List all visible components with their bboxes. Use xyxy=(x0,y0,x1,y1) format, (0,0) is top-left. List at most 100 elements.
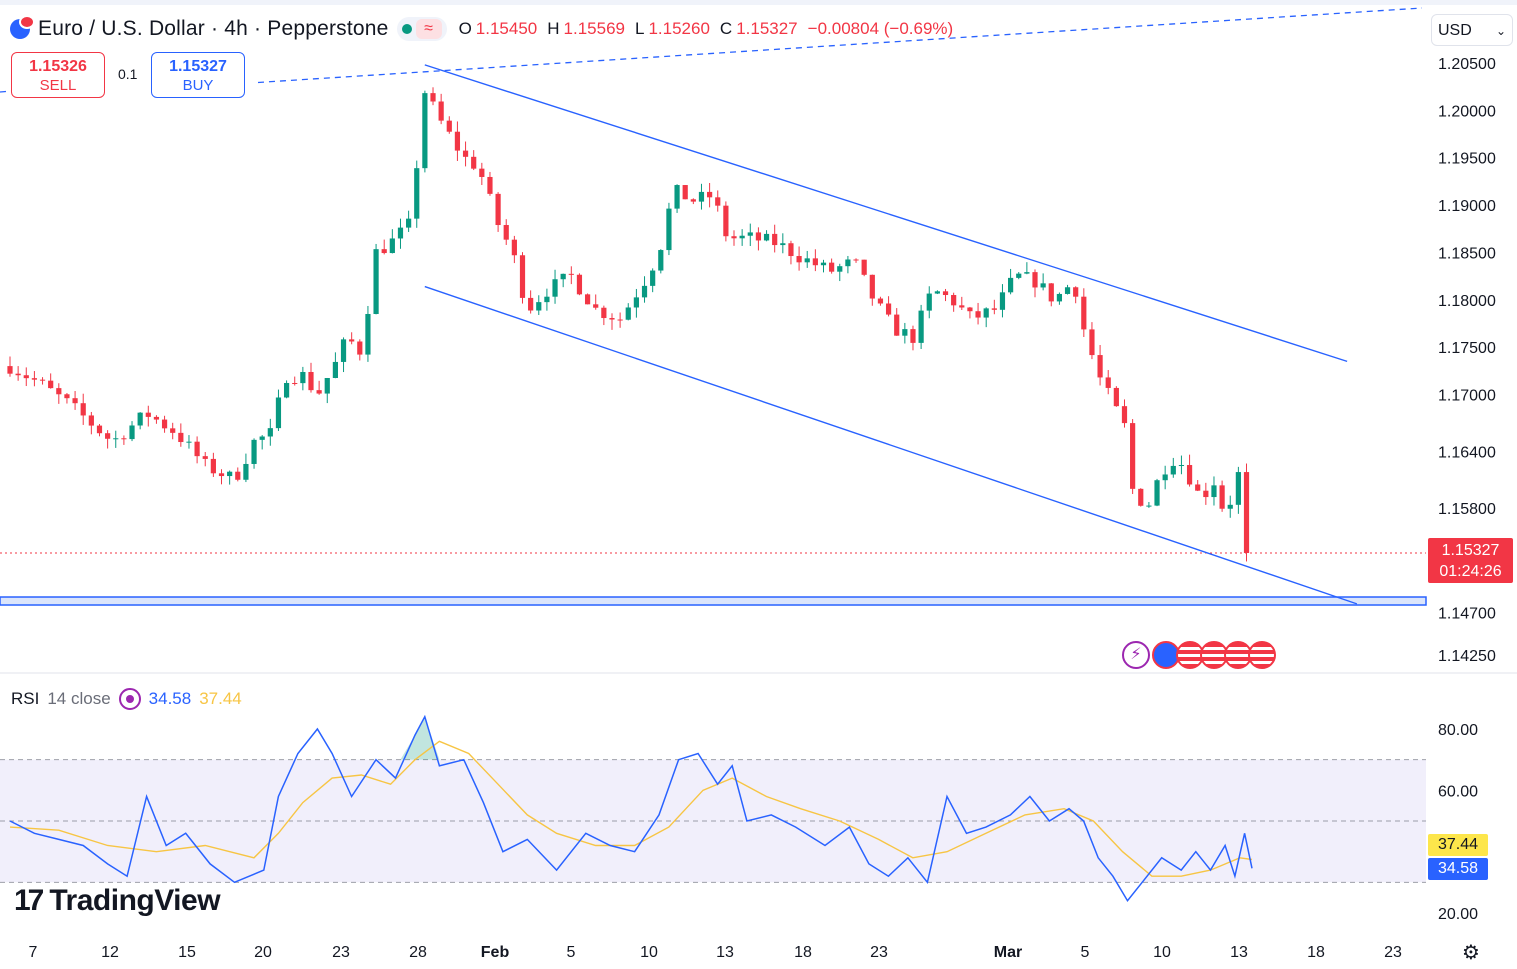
candle-body[interactable] xyxy=(739,235,745,239)
candle-body[interactable] xyxy=(584,294,591,305)
candle-body[interactable] xyxy=(1154,480,1160,506)
candle-body[interactable] xyxy=(804,258,810,263)
candle-body[interactable] xyxy=(113,438,119,440)
candle-body[interactable] xyxy=(275,397,282,429)
candle-body[interactable] xyxy=(560,273,566,280)
candle-body[interactable] xyxy=(536,302,542,311)
candle-body[interactable] xyxy=(121,438,127,440)
candle-body[interactable] xyxy=(446,120,452,132)
candle-body[interactable] xyxy=(1235,472,1241,505)
candle-body[interactable] xyxy=(332,361,338,378)
candle-body[interactable] xyxy=(454,131,461,151)
candle-body[interactable] xyxy=(1186,465,1193,485)
candle-body[interactable] xyxy=(1008,277,1014,293)
candle-body[interactable] xyxy=(503,225,509,240)
candle-body[interactable] xyxy=(1243,472,1250,553)
candle-body[interactable] xyxy=(975,311,981,318)
candle-body[interactable] xyxy=(820,262,827,266)
candle-body[interactable] xyxy=(845,259,851,267)
dashed-trendline[interactable] xyxy=(257,7,1423,84)
candle-body[interactable] xyxy=(471,156,477,169)
price-pane[interactable] xyxy=(0,7,1427,606)
candle-body[interactable] xyxy=(747,232,753,236)
candle-body[interactable] xyxy=(161,419,168,429)
candle-body[interactable] xyxy=(7,366,13,374)
candle-body[interactable] xyxy=(528,297,534,311)
candle-body[interactable] xyxy=(96,425,103,434)
candle-body[interactable] xyxy=(1032,272,1038,288)
rsi-legend[interactable]: RSI 14 close 34.58 37.44 xyxy=(11,688,242,710)
candle-body[interactable] xyxy=(283,382,290,398)
candle-body[interactable] xyxy=(194,441,200,457)
candle-body[interactable] xyxy=(105,433,111,439)
currency-select[interactable]: USD ⌄ xyxy=(1431,14,1513,46)
candle-body[interactable] xyxy=(137,412,143,426)
rsi-line[interactable] xyxy=(9,714,1253,903)
candle-body[interactable] xyxy=(56,388,62,395)
candle-body[interactable] xyxy=(1211,485,1217,498)
candle-body[interactable] xyxy=(23,375,29,379)
candle-body[interactable] xyxy=(170,428,176,433)
candle-body[interactable] xyxy=(690,199,696,202)
candle-body[interactable] xyxy=(885,303,892,315)
candle-body[interactable] xyxy=(1227,504,1233,509)
candle-body[interactable] xyxy=(1113,387,1119,407)
candle-body[interactable] xyxy=(202,456,208,459)
candle-body[interactable] xyxy=(397,227,404,239)
candle-body[interactable] xyxy=(1105,377,1111,388)
candle-body[interactable] xyxy=(210,458,216,474)
candle-body[interactable] xyxy=(658,250,664,271)
channel-lower-line[interactable] xyxy=(424,285,1358,605)
candle-body[interactable] xyxy=(934,291,940,294)
candle-body[interactable] xyxy=(837,266,843,272)
candle-body[interactable] xyxy=(1146,505,1152,507)
candle-body[interactable] xyxy=(869,274,875,299)
candle-body[interactable] xyxy=(609,318,615,320)
candle-body[interactable] xyxy=(80,403,86,416)
candle-body[interactable] xyxy=(251,439,257,464)
candle-body[interactable] xyxy=(48,380,54,389)
candle-body[interactable] xyxy=(511,239,517,256)
candle-body[interactable] xyxy=(1097,355,1103,378)
candle-body[interactable] xyxy=(1203,490,1209,498)
candle-body[interactable] xyxy=(129,425,135,440)
candle-body[interactable] xyxy=(707,191,713,198)
tradingview-logo[interactable]: 17 TradingView xyxy=(14,884,221,918)
us-flag-icon[interactable] xyxy=(1248,641,1276,669)
candle-body[interactable] xyxy=(72,398,78,404)
candle-body[interactable] xyxy=(601,307,607,319)
candle-body[interactable] xyxy=(88,415,94,426)
candle-body[interactable] xyxy=(227,471,233,477)
candle-body[interactable] xyxy=(829,262,835,272)
candle-body[interactable] xyxy=(763,233,770,241)
candle-body[interactable] xyxy=(983,308,989,318)
candle-body[interactable] xyxy=(389,238,395,254)
candle-body[interactable] xyxy=(641,285,648,298)
channel-upper-line[interactable] xyxy=(424,64,1348,363)
candle-body[interactable] xyxy=(1138,488,1144,506)
candle-body[interactable] xyxy=(910,329,916,343)
candle-body[interactable] xyxy=(772,233,778,246)
candle-body[interactable] xyxy=(617,319,623,321)
candle-body[interactable] xyxy=(308,371,314,391)
candle-body[interactable] xyxy=(15,373,21,376)
candle-body[interactable] xyxy=(552,279,558,297)
candle-body[interactable] xyxy=(357,341,363,355)
candle-body[interactable] xyxy=(755,232,762,241)
candle-body[interactable] xyxy=(1162,474,1168,481)
candle-body[interactable] xyxy=(324,377,330,394)
candle-body[interactable] xyxy=(178,432,184,443)
candle-body[interactable] xyxy=(31,378,38,380)
candle-body[interactable] xyxy=(1170,465,1176,475)
candle-body[interactable] xyxy=(1064,287,1071,294)
candle-body[interactable] xyxy=(918,310,924,343)
candle-body[interactable] xyxy=(462,150,469,157)
candle-body[interactable] xyxy=(300,371,306,384)
candle-body[interactable] xyxy=(576,274,583,295)
candle-body[interactable] xyxy=(715,197,721,206)
buy-button[interactable]: 1.15327 BUY xyxy=(151,52,245,98)
rsi-ma-line[interactable] xyxy=(9,740,1253,877)
candle-body[interactable] xyxy=(406,218,412,228)
candle-body[interactable] xyxy=(991,308,997,310)
candle-body[interactable] xyxy=(1016,273,1022,278)
